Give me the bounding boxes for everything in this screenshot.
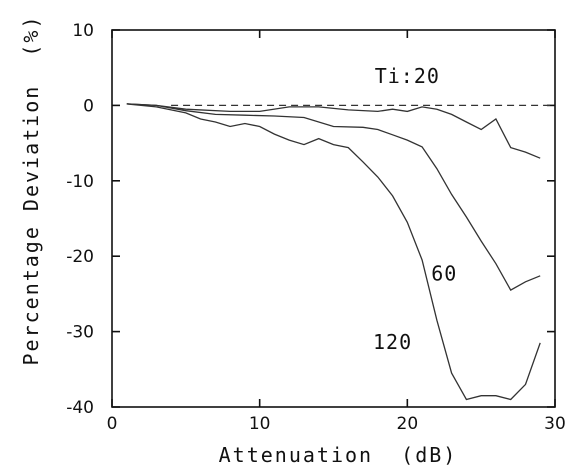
- y-tick-label: -30: [66, 323, 94, 343]
- series-line-ti20: [126, 103, 541, 159]
- x-tick-label: 0: [107, 414, 118, 434]
- x-tick-label: 30: [544, 414, 566, 434]
- y-tick-label: -20: [66, 247, 94, 267]
- y-tick-label: -40: [66, 398, 94, 418]
- x-tick-label: 10: [249, 414, 271, 434]
- series-label-120: 120: [373, 330, 412, 354]
- plot-frame: [111, 29, 556, 408]
- y-axis-label: Percentage Deviation (%): [19, 14, 43, 365]
- y-tick-label: 10: [72, 21, 94, 41]
- x-tick-label: 20: [397, 414, 419, 434]
- series-label-60: 60: [431, 261, 457, 285]
- series-label-ti20: Ti:20: [375, 64, 440, 88]
- series-line-60: [126, 103, 541, 291]
- y-tick-label: -10: [66, 172, 94, 192]
- y-tick-label: 0: [83, 96, 94, 116]
- x-axis-label: Attenuation (dB): [219, 443, 458, 467]
- series-line-120: [126, 103, 541, 401]
